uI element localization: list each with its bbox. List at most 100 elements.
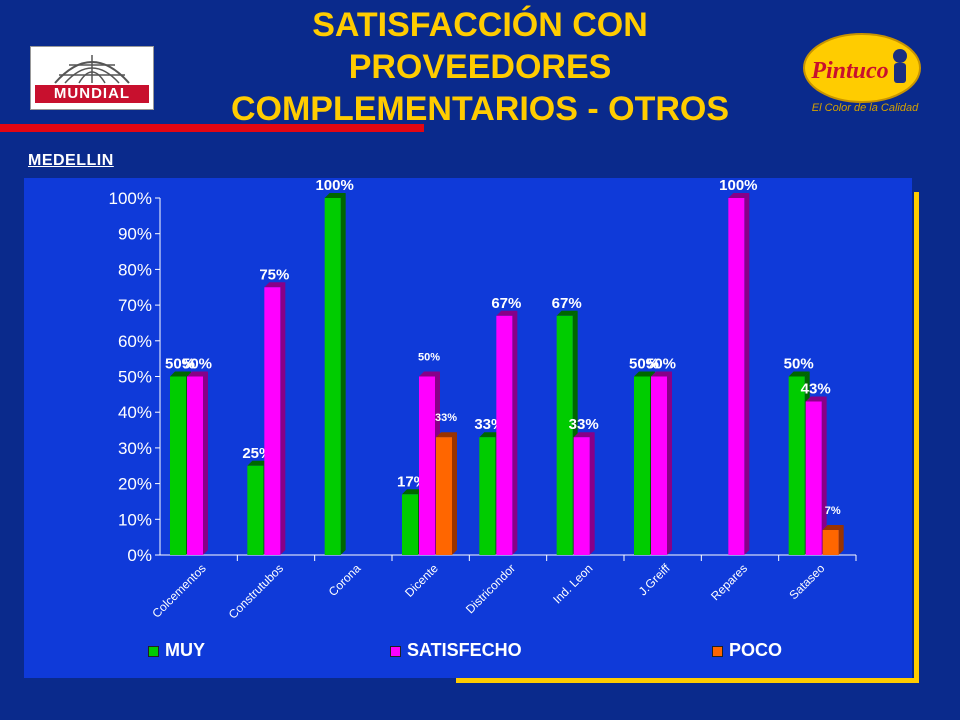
bar-top (419, 371, 440, 377)
data-label: 67% (552, 295, 582, 312)
title-line-3: COMPLEMENTARIOS - OTROS (230, 90, 730, 128)
bar (247, 465, 264, 555)
data-label: 50% (629, 356, 659, 373)
bar-top (651, 371, 672, 377)
legend-label-muy: MUY (165, 640, 205, 660)
bar-top (324, 193, 346, 198)
pintuco-tagline: El Color de la Calidad (811, 102, 919, 114)
data-label: 50% (165, 356, 195, 373)
bar-side (838, 525, 844, 555)
data-label: 33% (569, 416, 599, 433)
x-tick-label: Corona (326, 561, 364, 599)
bar-top (479, 432, 501, 438)
data-label: 100% (315, 177, 353, 194)
bar-top (436, 432, 457, 438)
data-label: 67% (491, 295, 521, 312)
bar (419, 376, 435, 555)
bar (728, 198, 745, 555)
bar (402, 494, 418, 555)
x-tick-label: Colcementos (149, 561, 208, 620)
chart-frame-shadow-right (914, 192, 919, 682)
bar (264, 287, 281, 555)
chart-frame-shadow-bottom (456, 678, 919, 683)
data-label: 7% (825, 505, 841, 517)
bar (788, 376, 805, 555)
header-divider (0, 124, 424, 132)
legend-swatch-muy (148, 645, 159, 657)
mundial-logo-text: MUNDIAL (35, 85, 149, 103)
bar-side (452, 432, 457, 555)
bar-top (788, 371, 810, 377)
bar-side (744, 193, 750, 555)
bar-top (170, 371, 191, 377)
data-label: 43% (801, 380, 831, 397)
mundial-logo: MUNDIAL (30, 46, 154, 110)
x-tick-label: Ind. Leon (550, 561, 595, 606)
data-label: 33% (435, 412, 457, 424)
globe-icon (54, 55, 130, 84)
bar-side (589, 432, 595, 555)
legend-label-satisfecho: SATISFECHO (407, 640, 522, 660)
y-tick-label: 40% (118, 403, 152, 422)
y-tick-label: 70% (118, 296, 152, 315)
bar (187, 376, 203, 555)
bar (822, 530, 839, 555)
y-tick-label: 50% (118, 368, 152, 387)
data-label: 75% (259, 266, 289, 283)
bar-side (340, 193, 346, 555)
y-tick-label: 20% (118, 475, 152, 494)
bar (651, 376, 667, 555)
y-tick-label: 30% (118, 439, 152, 458)
bar-side (667, 371, 672, 555)
bar-top (728, 193, 750, 198)
bar-top (634, 371, 655, 377)
bar-top (496, 310, 518, 316)
bar (556, 315, 573, 555)
bar (170, 376, 186, 555)
y-tick-label: 80% (118, 260, 152, 279)
page-title: SATISFACCIÓN CON PROVEEDORES COMPLEMENTA… (200, 4, 760, 130)
legend-swatch-satisfecho (390, 645, 401, 657)
bar (573, 437, 590, 555)
bar (324, 198, 341, 555)
bar (436, 437, 452, 555)
data-label: 50% (646, 356, 676, 373)
bar-top (805, 396, 827, 402)
bar-top (247, 460, 269, 466)
bar-top (556, 310, 578, 316)
y-tick-label: 0% (127, 546, 152, 565)
bar (496, 315, 513, 555)
bar-top (187, 371, 208, 377)
bar-side (203, 371, 208, 555)
legend-swatch-poco (712, 645, 723, 657)
legend-label-poco: POCO (729, 640, 783, 660)
title-line-1: SATISFACCIÓN CON (312, 6, 648, 44)
bar-top (402, 489, 423, 495)
section-label: MEDELLIN (28, 152, 114, 169)
bar-side (280, 282, 286, 555)
bar-top (264, 282, 286, 288)
data-label: 50% (182, 356, 212, 373)
bar (805, 401, 822, 555)
data-label: 50% (784, 356, 814, 373)
pintuco-logo-text: Pintuco (810, 58, 888, 84)
bar-side (512, 310, 518, 555)
pintuco-logo: Pintuco (803, 33, 921, 103)
bar-top (573, 432, 595, 438)
bar-top (822, 525, 844, 531)
y-tick-label: 100% (109, 189, 152, 208)
x-tick-label: Districondor (463, 561, 518, 616)
x-tick-label: Dicente (402, 561, 441, 600)
y-tick-label: 10% (118, 510, 152, 529)
x-tick-label: Sataseo (786, 561, 827, 602)
legend-poco: POCO (712, 640, 782, 660)
data-label: 50% (418, 352, 440, 364)
y-tick-label: 90% (118, 225, 152, 244)
legend-muy: MUY (148, 640, 205, 660)
y-tick-label: 60% (118, 332, 152, 351)
x-tick-label: Construtubos (226, 561, 286, 621)
title-line-2: PROVEEDORES (348, 48, 612, 86)
data-label: 100% (719, 177, 757, 194)
bar-side (821, 396, 827, 555)
bar (634, 376, 650, 555)
